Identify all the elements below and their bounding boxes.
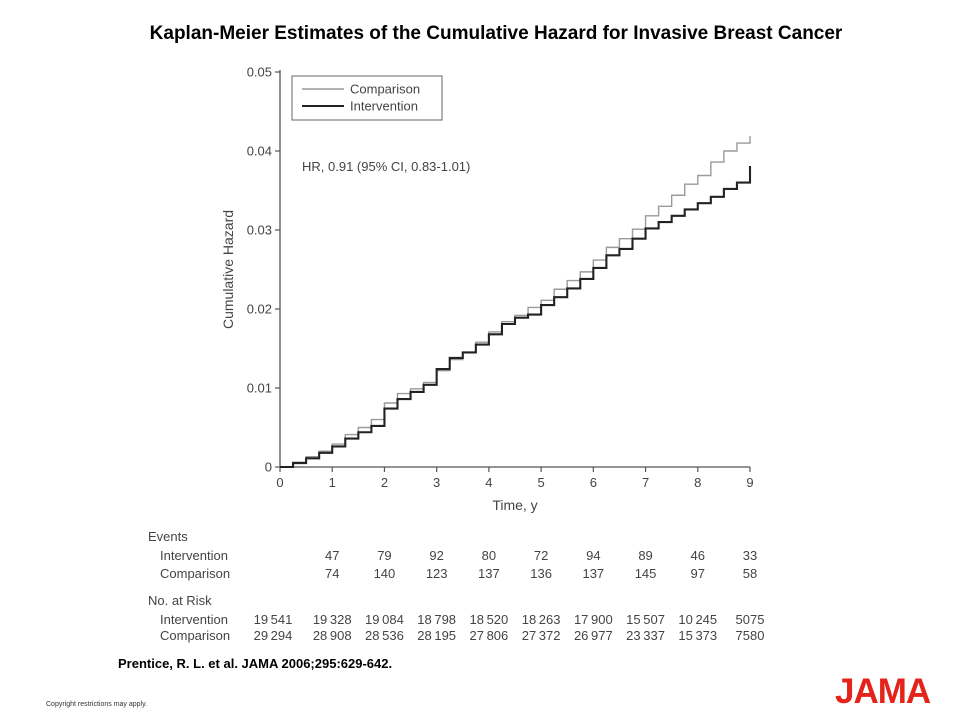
x-axis-label: Time, y bbox=[492, 497, 537, 513]
events-header: Events bbox=[148, 529, 188, 544]
events-row-label: Intervention bbox=[160, 548, 228, 563]
events-cell: 140 bbox=[374, 566, 396, 581]
y-tick-label: 0.04 bbox=[247, 144, 272, 159]
hazard-ratio-annotation: HR, 0.91 (95% CI, 0.83-1.01) bbox=[302, 159, 470, 174]
at-risk-cell: 17 900 bbox=[574, 612, 613, 627]
events-cell: 46 bbox=[691, 548, 705, 563]
x-tick-label: 5 bbox=[537, 475, 544, 490]
legend-label-comparison: Comparison bbox=[350, 82, 420, 97]
at-risk-cell: 15 373 bbox=[678, 628, 717, 643]
y-axis-label: Cumulative Hazard bbox=[220, 210, 236, 329]
x-tick-label: 7 bbox=[642, 475, 649, 490]
y-tick-label: 0.02 bbox=[247, 302, 272, 317]
legend-box bbox=[291, 75, 443, 121]
chart-axes: 0 0.01 0.02 0.03 0.04 0.05 0 1 2 3 4 5 6 7 8 9 Time, y Cu… bbox=[220, 65, 754, 514]
at-risk-cell: 19 084 bbox=[365, 612, 404, 627]
at-risk-cell: 19 541 bbox=[254, 612, 293, 627]
events-cell: 94 bbox=[586, 548, 600, 563]
at-risk-cell: 27 806 bbox=[470, 628, 509, 643]
at-risk-cell: 7580 bbox=[736, 628, 765, 643]
at-risk-cell: 10 245 bbox=[678, 612, 717, 627]
at-risk-cell: 15 507 bbox=[626, 612, 665, 627]
at-risk-row-label: Intervention bbox=[160, 612, 228, 627]
at-risk-cell: 26 977 bbox=[574, 628, 613, 643]
events-cell: 123 bbox=[426, 566, 448, 581]
at-risk-cell: 19 328 bbox=[313, 612, 352, 627]
at-risk-cell: 18 798 bbox=[417, 612, 456, 627]
y-tick-label: 0.01 bbox=[247, 381, 272, 396]
x-tick-label: 9 bbox=[746, 475, 753, 490]
chart-legend: Comparison Intervention bbox=[291, 75, 443, 121]
events-cell: 89 bbox=[638, 548, 652, 563]
x-tick-label: 8 bbox=[694, 475, 701, 490]
x-tick-label: 6 bbox=[590, 475, 597, 490]
events-cell: 79 bbox=[377, 548, 391, 563]
jama-logo: JAMA bbox=[835, 672, 931, 711]
at-risk-cell: 23 337 bbox=[626, 628, 665, 643]
events-cell: 80 bbox=[482, 548, 496, 563]
events-cell: 33 bbox=[743, 548, 757, 563]
events-cell: 58 bbox=[743, 566, 757, 581]
at-risk-header: No. at Risk bbox=[148, 593, 212, 608]
series-line-intervention bbox=[280, 166, 752, 469]
x-tick-label: 2 bbox=[381, 475, 388, 490]
x-tick-label: 1 bbox=[329, 475, 336, 490]
at-risk-cell: 18 263 bbox=[522, 612, 561, 627]
events-cell: 145 bbox=[635, 566, 657, 581]
events-cell: 137 bbox=[582, 566, 604, 581]
citation: Prentice, R. L. et al. JAMA 2006;295:629… bbox=[118, 656, 393, 671]
slide-title: Kaplan-Meier Estimates of the Cumulative… bbox=[149, 23, 843, 44]
chart-series bbox=[280, 135, 752, 469]
at-risk-row-label: Comparison bbox=[160, 628, 230, 643]
y-tick-label: 0 bbox=[265, 460, 272, 475]
at-risk-cell: 28 908 bbox=[313, 628, 352, 643]
series-line-comparison bbox=[280, 135, 751, 468]
at-risk-cell: 28 195 bbox=[417, 628, 456, 643]
at-risk-cell: 18 520 bbox=[470, 612, 509, 627]
events-cell: 92 bbox=[429, 548, 443, 563]
at-risk-cell: 28 536 bbox=[365, 628, 404, 643]
at-risk-cell: 5075 bbox=[736, 612, 765, 627]
events-cell: 72 bbox=[534, 548, 548, 563]
y-tick-label: 0.05 bbox=[247, 65, 272, 80]
at-risk-cell: 29 294 bbox=[254, 628, 293, 643]
events-cell: 74 bbox=[325, 566, 339, 581]
risk-table: Events Intervention 47 79 92 80 72 94 89 46 33 Comp… bbox=[148, 529, 764, 643]
at-risk-cell: 27 372 bbox=[522, 628, 561, 643]
x-tick-label: 3 bbox=[433, 475, 440, 490]
events-cell: 136 bbox=[530, 566, 552, 581]
y-tick-label: 0.03 bbox=[247, 223, 272, 238]
events-cell: 137 bbox=[478, 566, 500, 581]
x-tick-label: 0 bbox=[276, 475, 283, 490]
events-cell: 97 bbox=[691, 566, 705, 581]
x-tick-label: 4 bbox=[485, 475, 492, 490]
legend-label-intervention: Intervention bbox=[350, 99, 418, 114]
events-cell: 47 bbox=[325, 548, 339, 563]
copyright-notice: Copyright restrictions may apply. bbox=[46, 701, 148, 708]
events-row-label: Comparison bbox=[160, 566, 230, 581]
